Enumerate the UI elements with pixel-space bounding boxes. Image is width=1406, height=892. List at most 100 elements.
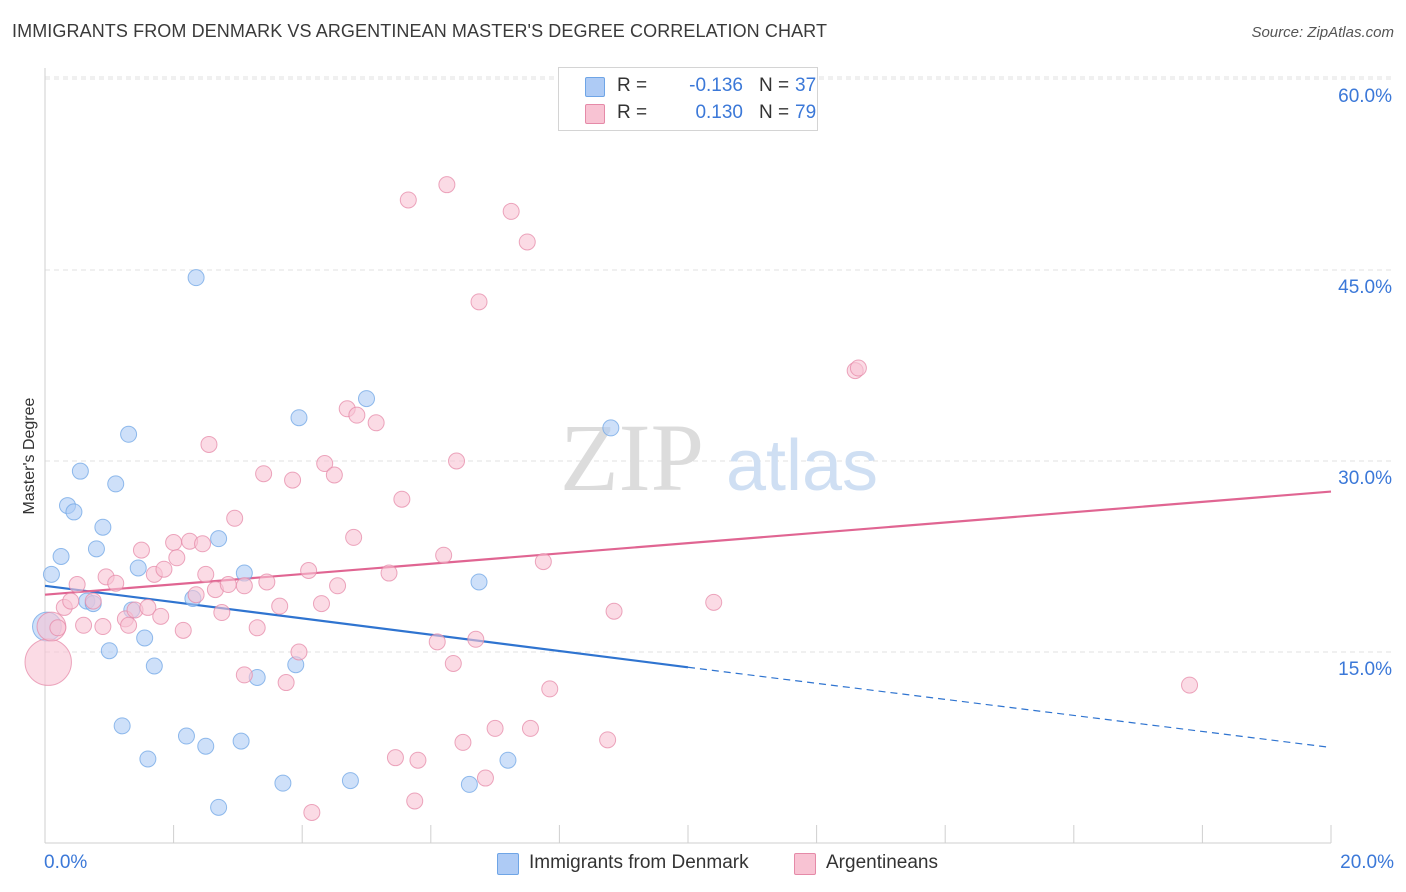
point-argentineans	[200, 435, 218, 453]
watermark-zip: ZIP	[560, 404, 704, 511]
point-argentineans	[345, 528, 363, 546]
point-argentineans	[235, 577, 253, 595]
point-argentineans	[194, 535, 212, 553]
point-denmark	[113, 717, 131, 735]
chart-title: IMMIGRANTS FROM DENMARK VS ARGENTINEAN M…	[12, 21, 828, 41]
point-argentineans	[502, 202, 520, 220]
point-argentineans	[428, 633, 446, 651]
point-denmark	[232, 732, 250, 750]
axes	[44, 68, 1332, 844]
trend-lines	[44, 490, 1332, 749]
x-tick-max: 20.0%	[1340, 852, 1394, 873]
y-tick-45: 45.0%	[1338, 277, 1392, 298]
point-argentineans	[518, 233, 536, 251]
point-argentineans	[197, 565, 215, 583]
point-argentineans	[316, 455, 334, 473]
point-argentineans	[486, 719, 504, 737]
point-argentineans	[541, 680, 559, 698]
point-argentineans	[84, 592, 102, 610]
point-denmark	[71, 462, 89, 480]
point-argentineans	[1181, 676, 1199, 694]
point-denmark	[290, 409, 308, 427]
point-argentineans	[454, 733, 472, 751]
point-argentineans	[290, 643, 308, 661]
point-denmark	[358, 390, 375, 408]
point-argentineans	[386, 749, 404, 767]
legend-swatch-argentineans	[794, 853, 816, 875]
y-tick-15: 15.0%	[1338, 659, 1392, 680]
point-argentineans	[303, 803, 321, 821]
point-denmark	[210, 530, 228, 548]
point-argentineans	[467, 630, 485, 648]
point-argentineans	[409, 751, 427, 769]
point-argentineans	[49, 619, 67, 637]
watermark-atlas: atlas	[726, 426, 878, 506]
point-argentineans	[444, 654, 462, 672]
trend-extension-denmark	[687, 666, 1332, 749]
point-argentineans	[399, 191, 417, 209]
point-argentineans	[174, 621, 192, 639]
n-label: N =	[759, 75, 790, 96]
source-label[interactable]: Source: ZipAtlas.com	[1251, 24, 1394, 41]
point-denmark	[210, 798, 228, 816]
r-label: R =	[617, 75, 648, 96]
point-argentineans	[380, 564, 398, 582]
point-argentineans	[94, 618, 112, 636]
x-tick-min: 0.0%	[44, 852, 88, 873]
point-argentineans	[219, 576, 237, 594]
legend-swatch-argentineans	[585, 104, 605, 124]
point-argentineans	[448, 452, 466, 470]
point-argentineans	[155, 560, 173, 578]
point-argentineans	[152, 607, 170, 625]
trend-line-denmark	[44, 584, 689, 669]
point-denmark	[100, 642, 118, 660]
point-argentineans	[300, 562, 318, 580]
point-argentineans	[24, 638, 72, 686]
point-argentineans	[132, 541, 150, 559]
point-denmark	[499, 751, 517, 769]
point-denmark	[602, 419, 620, 437]
legend-swatch-denmark	[497, 853, 519, 875]
point-argentineans	[599, 731, 617, 749]
stats-legend: R = -0.136 N = 37 R = 0.130 N = 79	[558, 67, 818, 131]
point-denmark	[107, 475, 125, 493]
point-argentineans	[213, 604, 231, 622]
point-argentineans	[168, 549, 186, 567]
point-denmark	[120, 425, 138, 443]
point-argentineans	[165, 533, 183, 551]
point-argentineans	[226, 509, 244, 527]
point-argentineans	[75, 616, 93, 634]
point-argentineans	[68, 576, 86, 594]
point-argentineans	[393, 490, 411, 508]
point-argentineans	[705, 593, 723, 611]
point-argentineans	[139, 598, 157, 616]
point-denmark	[94, 518, 112, 536]
r-label: R =	[617, 102, 648, 123]
point-argentineans	[312, 595, 330, 613]
point-denmark	[274, 774, 292, 792]
point-denmark	[129, 559, 147, 577]
n-label: N =	[759, 102, 790, 123]
point-denmark	[65, 503, 83, 521]
point-argentineans	[271, 597, 289, 615]
point-argentineans	[277, 674, 295, 692]
y-tick-60: 60.0%	[1338, 86, 1392, 107]
trend-line-argentineans	[44, 490, 1332, 596]
n-value: 79	[795, 102, 817, 123]
point-denmark	[197, 737, 215, 755]
point-argentineans	[406, 792, 424, 810]
point-denmark	[139, 750, 157, 768]
point-argentineans	[329, 577, 347, 595]
point-argentineans	[248, 619, 266, 637]
point-argentineans	[605, 602, 623, 620]
point-argentineans	[284, 471, 302, 489]
point-argentineans	[534, 553, 552, 571]
point-argentineans	[521, 719, 539, 737]
point-argentineans	[325, 466, 343, 484]
r-value: -0.136	[689, 75, 743, 96]
data-points	[24, 176, 1199, 821]
point-argentineans	[435, 546, 453, 564]
point-argentineans	[849, 359, 867, 377]
point-argentineans	[255, 465, 273, 483]
y-tick-30: 30.0%	[1338, 468, 1392, 489]
